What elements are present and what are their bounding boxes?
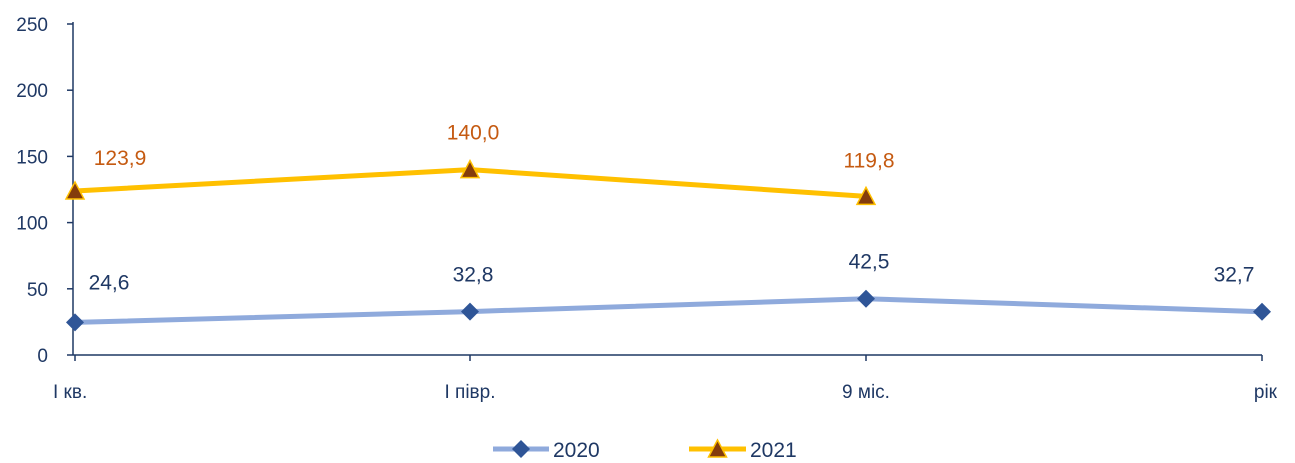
y-tick-label: 50 xyxy=(27,280,48,301)
series-line-2020 xyxy=(72,296,1265,325)
point-2021-I кв. xyxy=(64,180,86,200)
x-tick-label: рік xyxy=(1254,382,1278,403)
point-2021-I півр. xyxy=(459,159,481,179)
data-label: 123,9 xyxy=(94,147,147,170)
y-tick-label: 0 xyxy=(37,346,48,367)
data-label: 24,6 xyxy=(89,271,130,294)
x-tick-label: I півр. xyxy=(444,382,495,403)
y-tick-label: 250 xyxy=(16,15,48,36)
data-label: 32,8 xyxy=(453,264,494,287)
data-label: 42,5 xyxy=(849,251,890,274)
x-tick-label: 9 міс. xyxy=(842,382,890,403)
data-label: 119,8 xyxy=(844,149,895,172)
y-tick-label: 150 xyxy=(16,147,48,168)
point-2020-I кв. xyxy=(66,313,84,332)
point-2020-9 міс. xyxy=(857,289,875,308)
legend-label: 2021 xyxy=(750,439,797,462)
y-tick-label: 100 xyxy=(16,214,48,235)
legend-marker-2020 xyxy=(512,440,530,458)
legend-label: 2020 xyxy=(553,439,600,462)
point-2020-I півр. xyxy=(461,302,479,321)
point-2020-рік xyxy=(1253,302,1271,321)
data-label: 140,0 xyxy=(447,122,500,145)
data-label: 32,7 xyxy=(1214,264,1255,287)
legend-marker-2021 xyxy=(707,438,728,458)
point-2021-9 міс. xyxy=(855,185,877,206)
x-tick-label: I кв. xyxy=(53,382,87,403)
y-tick-label: 200 xyxy=(16,81,48,102)
